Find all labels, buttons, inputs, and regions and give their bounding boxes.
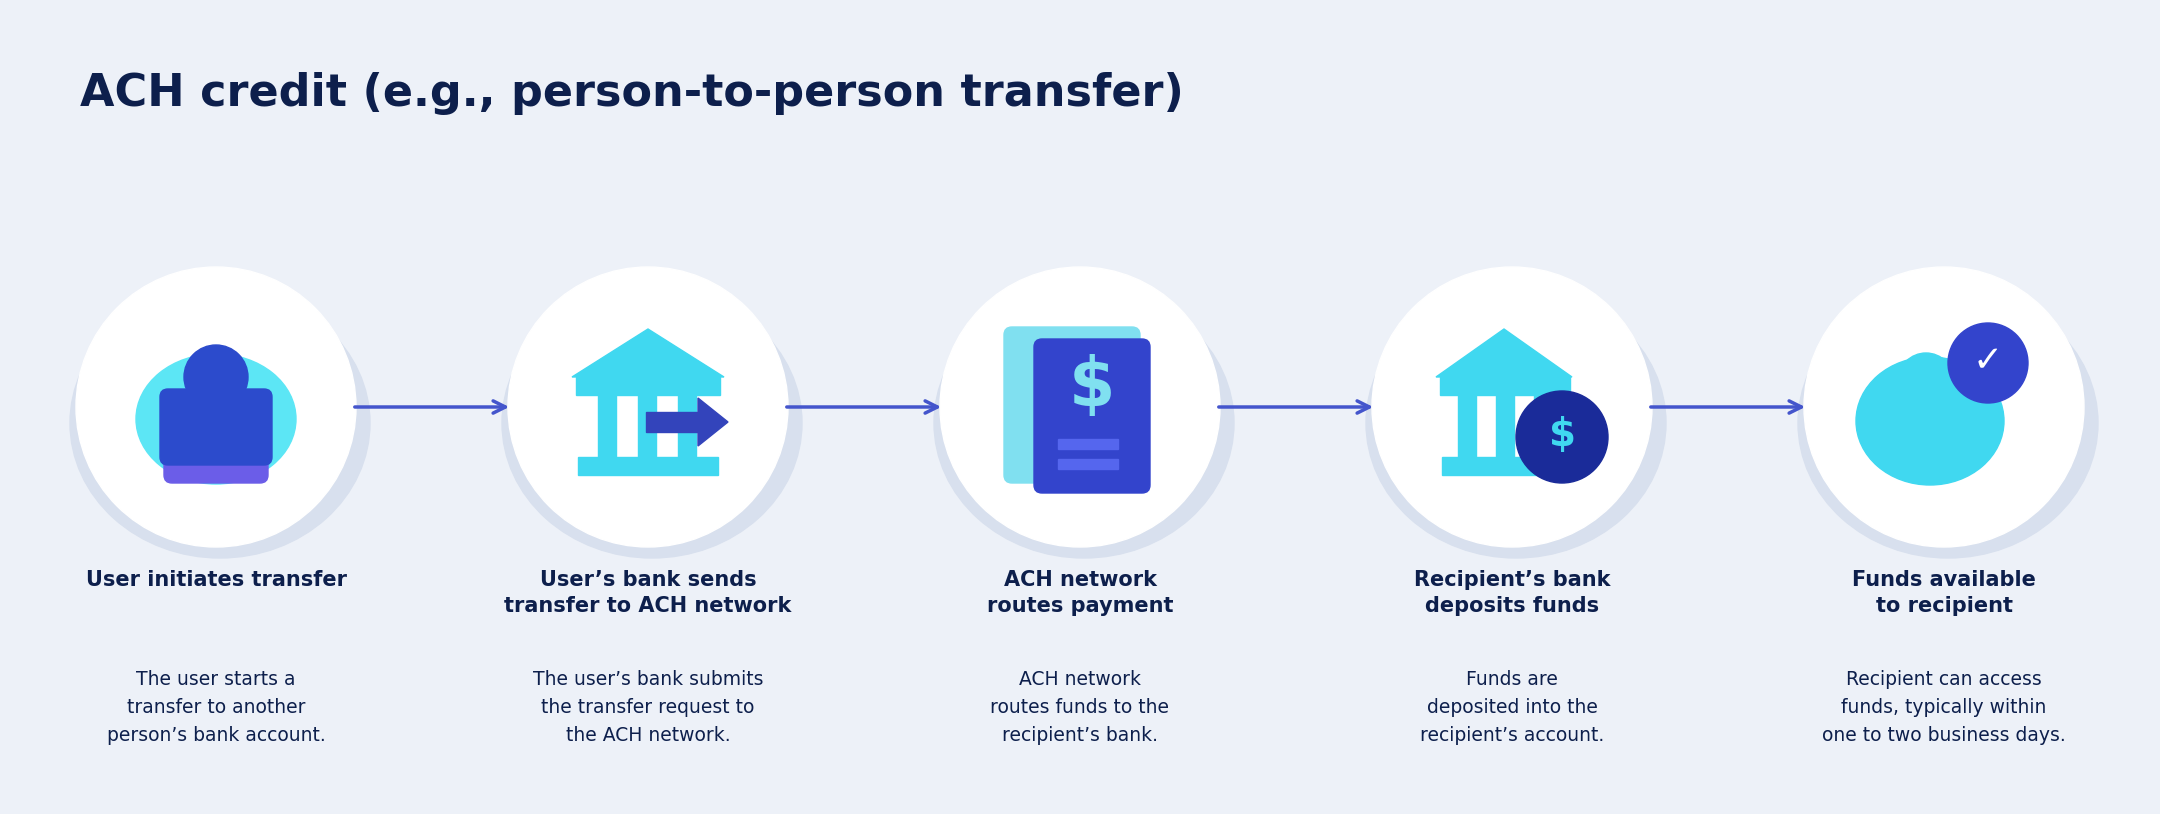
FancyBboxPatch shape <box>1058 459 1119 469</box>
FancyBboxPatch shape <box>164 437 268 483</box>
Circle shape <box>1948 323 2028 403</box>
Circle shape <box>508 267 788 547</box>
FancyBboxPatch shape <box>646 412 698 432</box>
Polygon shape <box>572 329 724 377</box>
FancyBboxPatch shape <box>1441 377 1570 395</box>
FancyBboxPatch shape <box>1534 395 1553 457</box>
Circle shape <box>1516 391 1607 483</box>
Polygon shape <box>1436 329 1572 377</box>
Ellipse shape <box>933 288 1233 558</box>
Circle shape <box>1804 267 2084 547</box>
Text: Recipient’s bank
deposits funds: Recipient’s bank deposits funds <box>1415 570 1609 616</box>
Text: Funds are
deposited into the
recipient’s account.: Funds are deposited into the recipient’s… <box>1419 670 1605 745</box>
FancyBboxPatch shape <box>1497 395 1514 457</box>
Circle shape <box>940 267 1220 547</box>
Circle shape <box>184 345 248 409</box>
FancyBboxPatch shape <box>577 377 719 395</box>
Text: Recipient can access
funds, typically within
one to two business days.: Recipient can access funds, typically wi… <box>1823 670 2065 745</box>
Ellipse shape <box>501 288 801 558</box>
Text: The user starts a
transfer to another
person’s bank account.: The user starts a transfer to another pe… <box>106 670 326 745</box>
FancyBboxPatch shape <box>1058 439 1119 449</box>
Text: The user’s bank submits
the transfer request to
the ACH network.: The user’s bank submits the transfer req… <box>534 670 762 745</box>
Circle shape <box>1899 353 1955 409</box>
Text: ACH network
routes payment: ACH network routes payment <box>987 570 1173 616</box>
FancyBboxPatch shape <box>1458 395 1475 457</box>
Text: $: $ <box>1549 416 1575 454</box>
Circle shape <box>1372 267 1652 547</box>
Ellipse shape <box>69 288 369 558</box>
Text: ✓: ✓ <box>1972 344 2002 378</box>
FancyBboxPatch shape <box>1877 395 1981 465</box>
Text: $: $ <box>1069 354 1115 420</box>
FancyBboxPatch shape <box>1443 457 1572 475</box>
Text: Funds available
to recipient: Funds available to recipient <box>1851 570 2037 616</box>
Text: User initiates transfer: User initiates transfer <box>86 570 346 590</box>
FancyBboxPatch shape <box>678 395 696 457</box>
Text: User’s bank sends
transfer to ACH network: User’s bank sends transfer to ACH networ… <box>503 570 793 616</box>
FancyBboxPatch shape <box>579 457 717 475</box>
Text: ACH credit (e.g., person-to-person transfer): ACH credit (e.g., person-to-person trans… <box>80 72 1184 115</box>
Polygon shape <box>698 398 728 446</box>
Circle shape <box>76 267 356 547</box>
Ellipse shape <box>1855 357 2004 485</box>
FancyBboxPatch shape <box>637 395 657 457</box>
Ellipse shape <box>136 354 296 484</box>
FancyBboxPatch shape <box>160 389 272 465</box>
Ellipse shape <box>1797 288 2097 558</box>
Text: ACH network
routes funds to the
recipient’s bank.: ACH network routes funds to the recipien… <box>991 670 1169 745</box>
FancyBboxPatch shape <box>598 395 616 457</box>
FancyBboxPatch shape <box>1035 339 1149 493</box>
FancyBboxPatch shape <box>1004 327 1140 483</box>
Ellipse shape <box>1365 288 1665 558</box>
